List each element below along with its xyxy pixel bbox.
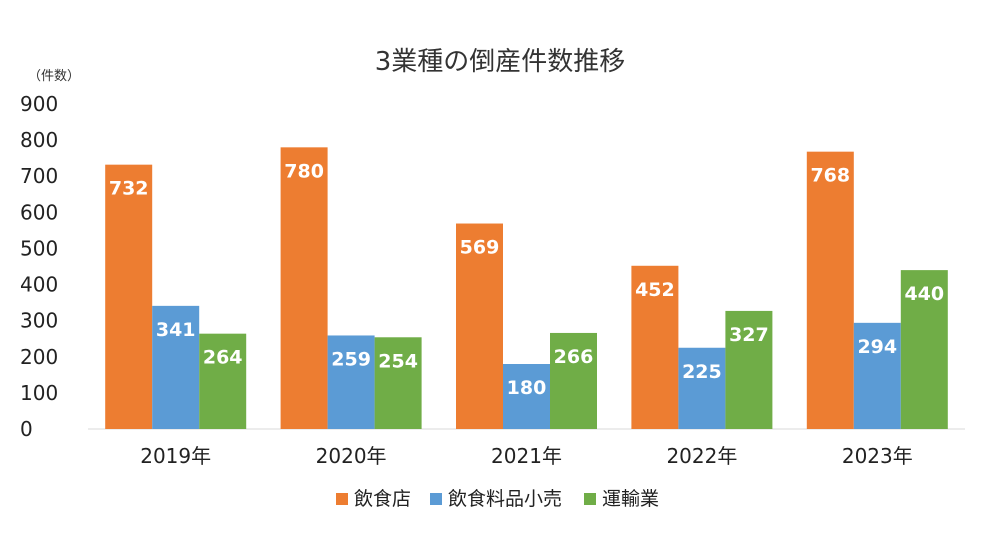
legend: 飲食店 飲食料品小売 運輸業	[336, 488, 659, 510]
x-tick-label: 2022年	[666, 444, 737, 468]
bar-value-label: 768	[810, 165, 850, 187]
bar	[503, 364, 550, 429]
y-tick-label: 500	[20, 236, 58, 260]
bar	[853, 322, 901, 429]
legend-label: 飲食料品小売	[448, 488, 562, 510]
y-axis-unit-label: （件数）	[28, 69, 80, 84]
x-axis-ticks: 2019年 2020年 2021年 2022年 2023年	[140, 444, 913, 468]
y-tick-label: 800	[20, 128, 58, 152]
legend-swatch	[430, 493, 442, 505]
bar-value-label: 569	[460, 237, 500, 259]
x-tick-label: 2019年	[140, 444, 211, 468]
bar	[105, 164, 153, 429]
legend-label: 飲食店	[354, 488, 411, 510]
bar-value-label: 780	[284, 160, 324, 182]
bar	[900, 270, 948, 429]
y-axis-ticks: 0 100 200 300 400 500 600 700 800 900	[20, 92, 58, 441]
y-tick-label: 300	[20, 309, 58, 333]
bar	[550, 332, 597, 429]
bar	[280, 147, 328, 430]
y-tick-label: 900	[20, 92, 58, 116]
legend-label: 運輸業	[602, 488, 659, 510]
bar-value-label: 266	[554, 346, 594, 368]
bar	[152, 305, 200, 429]
bar	[725, 310, 773, 429]
bar-value-label: 225	[682, 361, 722, 383]
bar-value-label: 180	[507, 377, 547, 399]
bars-group: 732 341 264 780 259 254 569 180 266 452 225 327 768 2…	[105, 147, 948, 430]
y-tick-label: 400	[20, 273, 58, 297]
bar-value-label: 732	[109, 178, 149, 200]
y-tick-label: 200	[20, 345, 58, 369]
bar	[199, 333, 247, 429]
bar-value-label: 327	[729, 324, 769, 346]
bar-value-label: 294	[857, 336, 897, 358]
y-tick-label: 700	[20, 164, 58, 188]
bar-value-label: 452	[635, 279, 675, 301]
bar-value-label: 264	[203, 347, 243, 369]
bar-value-label: 254	[378, 350, 418, 372]
bar	[456, 223, 503, 429]
x-tick-label: 2020年	[316, 444, 387, 468]
bar-value-label: 259	[331, 348, 371, 370]
y-tick-label: 0	[20, 417, 33, 441]
bar-value-label: 440	[904, 283, 944, 305]
bar	[806, 151, 854, 429]
bar	[631, 265, 679, 429]
x-tick-label: 2021年	[491, 444, 562, 468]
bar	[374, 337, 422, 429]
chart-title: 3業種の倒産件数推移	[375, 47, 626, 77]
bar-value-label: 341	[156, 319, 196, 341]
y-tick-label: 600	[20, 200, 58, 224]
legend-swatch	[584, 493, 596, 505]
x-tick-label: 2023年	[842, 444, 913, 468]
bar	[327, 335, 375, 429]
y-tick-label: 100	[20, 381, 58, 405]
legend-swatch	[336, 493, 348, 505]
bar	[678, 347, 726, 429]
